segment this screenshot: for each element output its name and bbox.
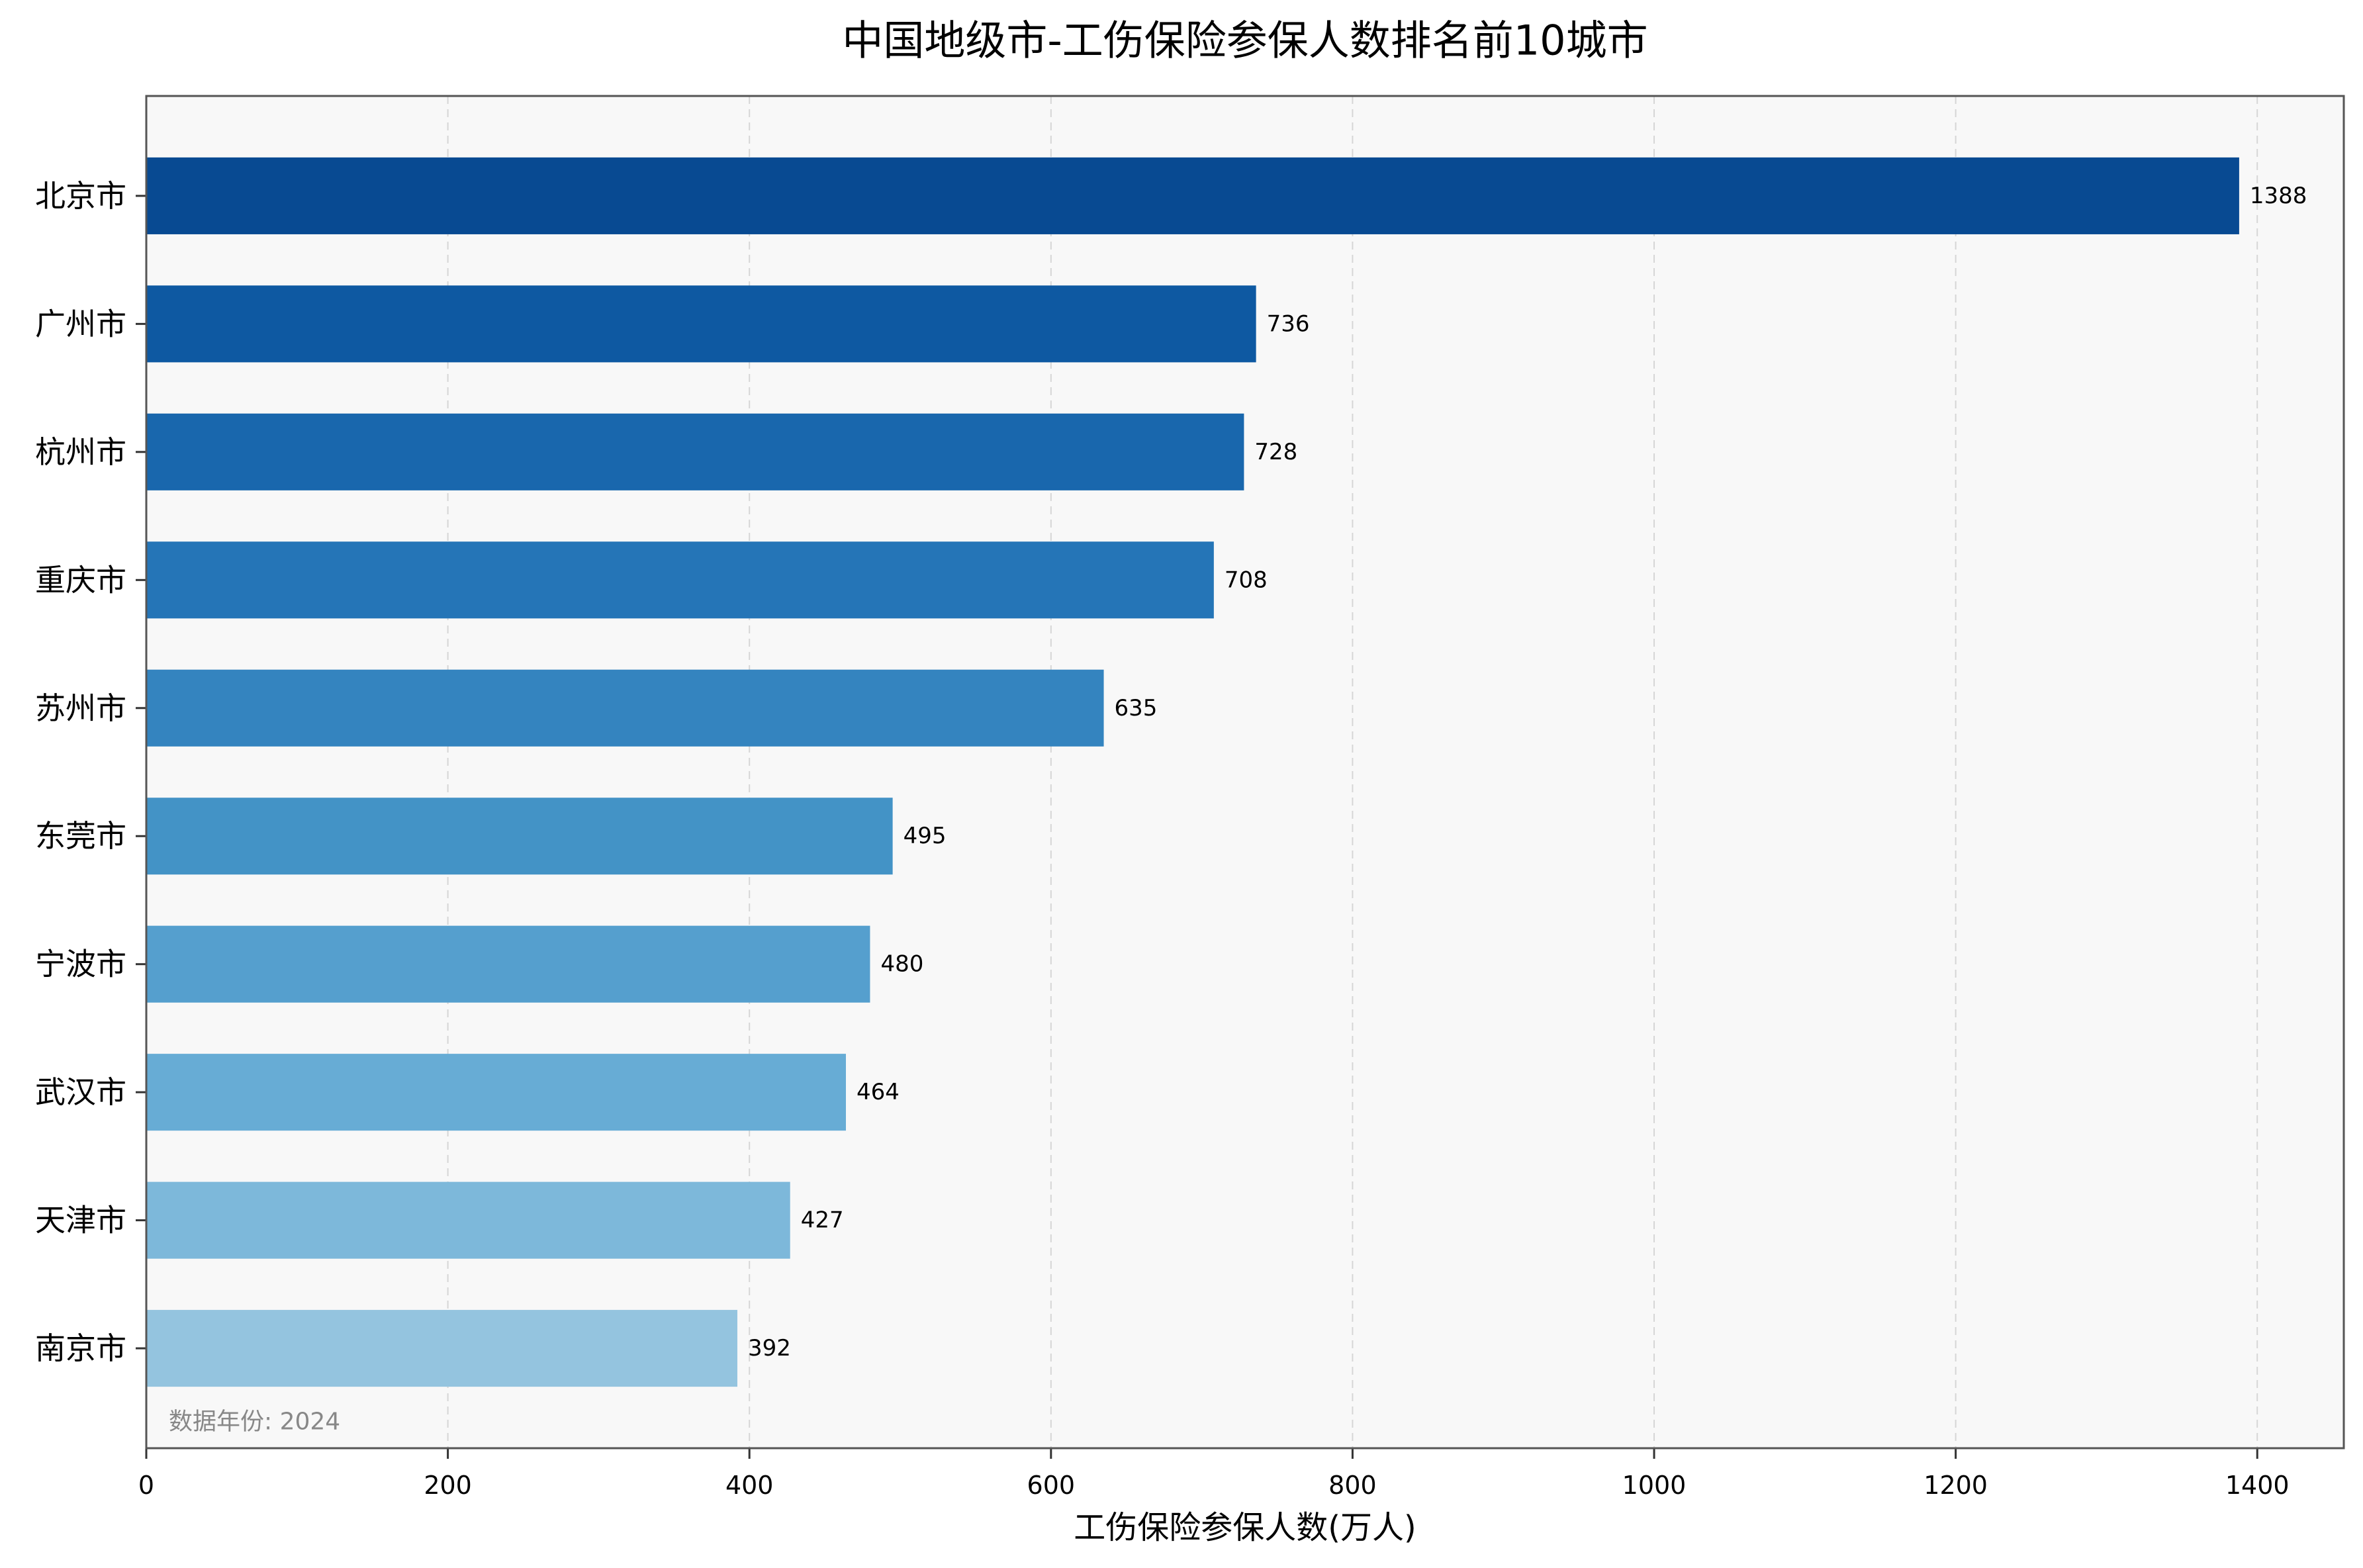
chart-title: 中国地级市-工伤保险参保人数排名前10城市 xyxy=(842,17,1647,65)
value-label-rank-1: 1388 xyxy=(2250,183,2307,209)
y-tick-label-rank-1: 北京市 xyxy=(35,178,126,214)
bar-rank-3 xyxy=(146,413,1244,490)
value-label-rank-3: 728 xyxy=(1254,439,1297,465)
value-label-rank-6: 495 xyxy=(904,823,947,849)
value-label-rank-10: 392 xyxy=(748,1335,791,1361)
bar-rank-4 xyxy=(146,541,1214,619)
bar-rank-8 xyxy=(146,1054,847,1131)
bar-rank-9 xyxy=(146,1181,790,1259)
x-tick-label: 1000 xyxy=(1622,1471,1687,1500)
bar-rank-6 xyxy=(146,798,893,875)
bar-rank-1 xyxy=(146,157,2239,234)
y-tick-label-rank-3: 杭州市 xyxy=(35,434,126,470)
y-tick-label-rank-7: 宁波市 xyxy=(35,946,126,982)
y-tick-label-rank-5: 苏州市 xyxy=(35,690,126,726)
x-axis-label: 工伤保险参保人数(万人) xyxy=(1074,1509,1416,1546)
y-tick-label-rank-4: 重庆市 xyxy=(35,562,126,598)
bar-rank-2 xyxy=(146,285,1256,363)
x-tick-label: 400 xyxy=(725,1471,774,1500)
x-tick-label: 1200 xyxy=(1923,1471,1988,1500)
y-tick-label-rank-2: 广州市 xyxy=(35,306,126,342)
plot-area: 1388 北京市 736 广州市 728 杭州市 708 重庆市 635 苏州市 495 东莞市 480… xyxy=(35,95,2345,1500)
x-tick-label: 200 xyxy=(424,1471,472,1500)
x-tick-label: 0 xyxy=(138,1471,154,1500)
value-label-rank-5: 635 xyxy=(1115,695,1158,721)
x-tick-label: 1400 xyxy=(2225,1471,2290,1500)
y-tick-label-rank-10: 南京市 xyxy=(35,1330,126,1366)
x-tick-label: 800 xyxy=(1328,1471,1377,1500)
plot-border xyxy=(145,95,2345,1450)
x-tick-label: 600 xyxy=(1027,1471,1076,1500)
y-tick-label-rank-9: 天津市 xyxy=(35,1203,126,1238)
bar-rank-7 xyxy=(146,925,870,1003)
value-label-rank-2: 736 xyxy=(1267,310,1310,337)
y-tick-label-rank-8: 武汉市 xyxy=(35,1074,126,1110)
value-label-rank-9: 427 xyxy=(801,1207,844,1234)
bar-rank-10 xyxy=(146,1310,737,1387)
value-label-rank-4: 708 xyxy=(1225,567,1268,593)
value-label-rank-7: 480 xyxy=(880,951,923,978)
y-tick-label-rank-6: 东莞市 xyxy=(35,818,126,854)
data-year-note: 数据年份: 2024 xyxy=(169,1408,340,1436)
bar-rank-5 xyxy=(146,669,1104,747)
value-label-rank-8: 464 xyxy=(857,1079,900,1105)
